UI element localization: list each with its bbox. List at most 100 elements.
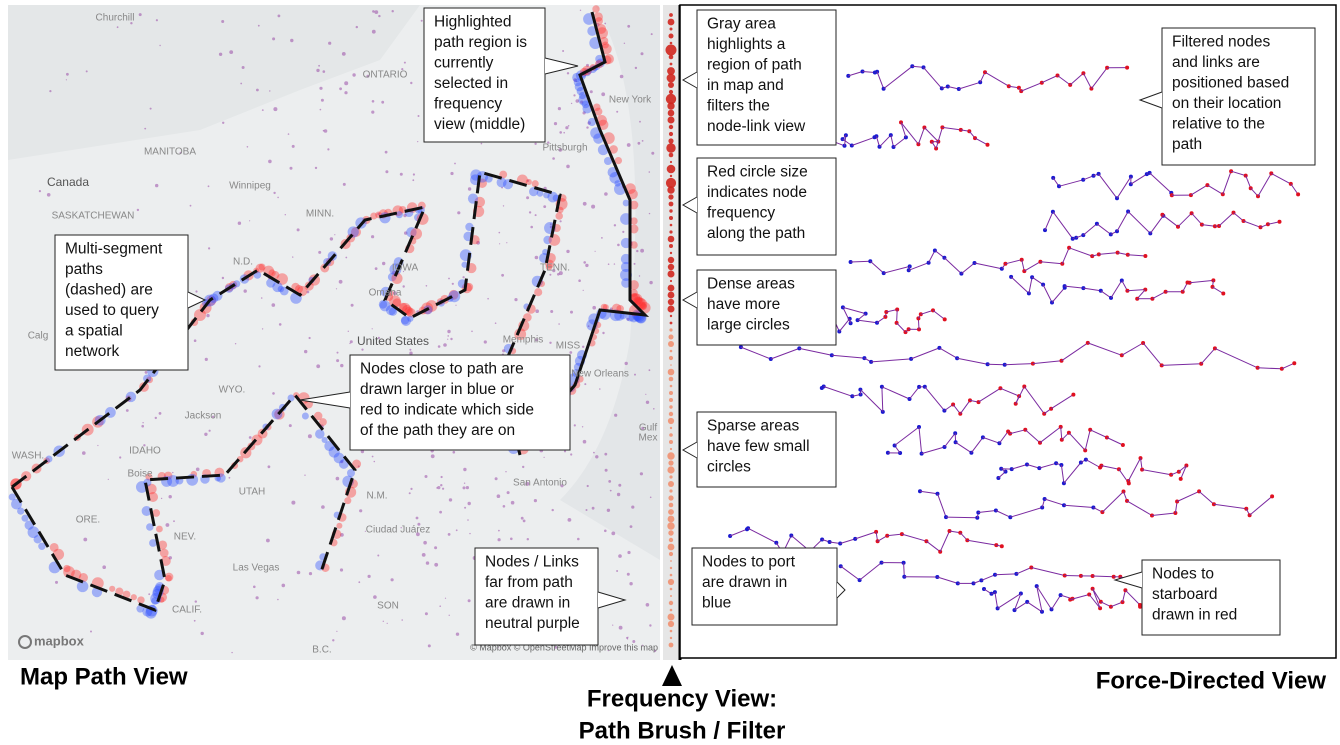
- path-node: [404, 306, 414, 316]
- force-link: [1198, 491, 1215, 505]
- path-node: [630, 289, 638, 297]
- map-node: [424, 475, 428, 478]
- path-node: [398, 205, 407, 214]
- force-link: [942, 126, 961, 131]
- annotation-text: network: [65, 343, 120, 360]
- force-link: [932, 310, 946, 320]
- map-node: [371, 110, 375, 114]
- map-node: [371, 235, 375, 239]
- annotation-text: indicates node: [707, 184, 807, 201]
- force-link: [1213, 503, 1247, 510]
- force-link: [1060, 426, 1063, 440]
- force-link: [851, 136, 875, 146]
- map-node: [567, 518, 572, 522]
- map-node: [559, 220, 562, 223]
- map-node: [194, 600, 197, 603]
- map-node: [322, 70, 326, 73]
- force-link: [1088, 594, 1101, 609]
- map-node: [366, 74, 370, 78]
- map-node: [195, 467, 200, 472]
- map-node: [608, 480, 612, 483]
- map-node: [172, 471, 174, 474]
- map-node: [102, 565, 106, 569]
- map-node: [319, 108, 322, 111]
- path-node: [594, 107, 603, 116]
- annotation-box: [54, 234, 189, 371]
- force-link: [1180, 465, 1187, 480]
- force-link: [876, 71, 885, 89]
- map-label: Calg: [28, 331, 49, 342]
- force-link: [883, 265, 910, 274]
- force-link: [1092, 575, 1114, 578]
- force-link: [918, 426, 923, 454]
- annotation-text: selected in: [434, 75, 508, 92]
- map-node: [497, 538, 501, 542]
- map-node: [626, 143, 631, 147]
- map-node: [595, 455, 599, 459]
- force-link: [1161, 363, 1202, 366]
- frequency-circle: [670, 560, 672, 562]
- path-node: [315, 429, 325, 439]
- map-node: [645, 400, 650, 404]
- force-link: [840, 538, 856, 544]
- force-link: [1015, 386, 1025, 404]
- map-node: [273, 191, 276, 195]
- force-link: [967, 539, 997, 546]
- path-node: [400, 316, 410, 325]
- map-node: [291, 500, 296, 505]
- path-node: [407, 315, 414, 322]
- path-node: [543, 191, 550, 199]
- map-node: [550, 310, 554, 313]
- force-link: [1290, 183, 1299, 195]
- frequency-circle: [669, 174, 673, 178]
- frequency-circle: [669, 251, 673, 255]
- force-link: [1127, 457, 1141, 482]
- map-node: [144, 371, 148, 374]
- force-link: [997, 593, 1022, 609]
- frequency-circle: [669, 223, 673, 227]
- force-link: [842, 306, 866, 315]
- map-node: [498, 529, 500, 532]
- map-node: [345, 256, 348, 259]
- map-node: [573, 78, 577, 82]
- map-node: [382, 261, 386, 266]
- force-node: [1296, 192, 1301, 197]
- map-node: [480, 142, 483, 145]
- force-link: [903, 562, 905, 577]
- frequency-circle: [667, 298, 675, 306]
- annotation-pointer: [1138, 91, 1163, 109]
- map-label: IOWA: [392, 263, 419, 274]
- map-node: [304, 474, 306, 476]
- force-link: [859, 562, 882, 581]
- map-node: [385, 170, 389, 174]
- frequency-circle: [669, 489, 673, 493]
- map-node: [434, 546, 438, 550]
- map-node: [506, 491, 510, 495]
- annotation-pointer: [544, 57, 579, 75]
- map-node: [341, 616, 346, 621]
- frequency-circle: [667, 515, 675, 523]
- map-node: [138, 13, 142, 17]
- map-node: [158, 412, 162, 415]
- query-paths: [10, 11, 650, 612]
- map-node: [85, 70, 88, 73]
- path-node: [255, 263, 265, 273]
- map-node: [463, 467, 467, 472]
- path-node: [152, 509, 161, 517]
- map-label: San Antonio: [513, 478, 567, 489]
- path-node: [525, 178, 532, 185]
- annotation-text: Highlighted: [434, 13, 512, 30]
- map-node: [585, 263, 589, 268]
- map-node: [319, 86, 323, 90]
- map-node: [271, 303, 276, 307]
- map-node: [502, 205, 505, 207]
- map-node: [569, 351, 573, 354]
- map-node: [403, 61, 406, 64]
- frequency-circle: [667, 466, 675, 474]
- map-node: [606, 508, 611, 512]
- path-node: [633, 296, 642, 305]
- map-node: [465, 486, 469, 490]
- map-node: [306, 290, 310, 294]
- map-node: [296, 570, 301, 575]
- force-link: [1039, 462, 1057, 469]
